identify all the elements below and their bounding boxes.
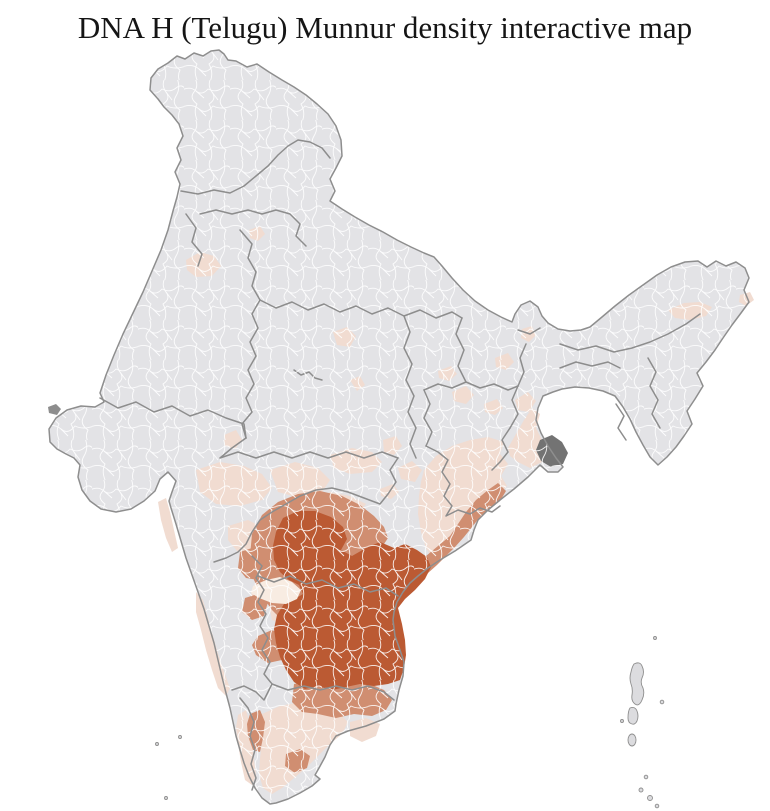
border-maharashtra-telangana <box>213 457 399 563</box>
island-dot <box>659 699 665 705</box>
state-borders <box>99 139 701 791</box>
andaman-nicobar-islands <box>620 636 665 809</box>
lakshadweep-islands <box>155 735 182 800</box>
lakshadweep-dot <box>178 735 182 739</box>
border-jharkhand-odisha <box>423 389 433 447</box>
lakshadweep-dot <box>155 742 159 746</box>
border-sikkim <box>517 327 541 335</box>
nicobar-dot <box>638 787 644 793</box>
border-wb-neck <box>517 343 527 387</box>
border-telangana-andhra <box>257 575 399 597</box>
border-jk-hp <box>180 139 331 195</box>
border-up-bihar <box>455 317 467 383</box>
border-hp-south <box>199 209 307 247</box>
border-gujarat-maharashtra <box>219 437 399 459</box>
border-assam-nagaland <box>647 357 661 429</box>
border-karnataka-tamilnadu <box>231 683 273 701</box>
little-andaman <box>627 733 637 747</box>
border-kerala-tamilnadu <box>239 697 257 791</box>
border-bihar-jharkhand <box>423 381 519 391</box>
border-odisha-andhra <box>425 445 501 517</box>
border-tripura-mizoram <box>615 403 627 441</box>
region-konkan-coast[interactable] <box>158 498 178 552</box>
border-haryana-up <box>239 229 261 301</box>
border-wb-odisha <box>491 427 511 471</box>
border-karnataka-andhra <box>251 555 273 685</box>
border-assam-meghalaya <box>559 361 621 369</box>
border-assam-arunachal <box>559 313 701 353</box>
border-rajasthan-east <box>241 299 261 439</box>
border-mp-chhattisgarh <box>403 315 417 459</box>
page-title: DNA H (Telugu) Munnur density interactiv… <box>77 10 693 45</box>
border-rajasthan-gujarat <box>99 397 247 439</box>
nicobar-dot <box>647 795 653 801</box>
island-dot <box>653 636 657 640</box>
kutch-marsh <box>48 404 61 415</box>
nicobar-dot <box>654 803 660 809</box>
andaman-south <box>627 706 639 725</box>
border-punjab-haryana <box>185 213 203 267</box>
andaman-north <box>629 662 645 706</box>
border-up-mp <box>259 299 463 319</box>
nicobar-dot <box>643 774 649 780</box>
border-andhra-tamilnadu <box>271 683 395 701</box>
border-jharkhand-wb <box>509 385 519 429</box>
island-dot <box>620 719 624 723</box>
lakshadweep-dot <box>164 796 168 800</box>
